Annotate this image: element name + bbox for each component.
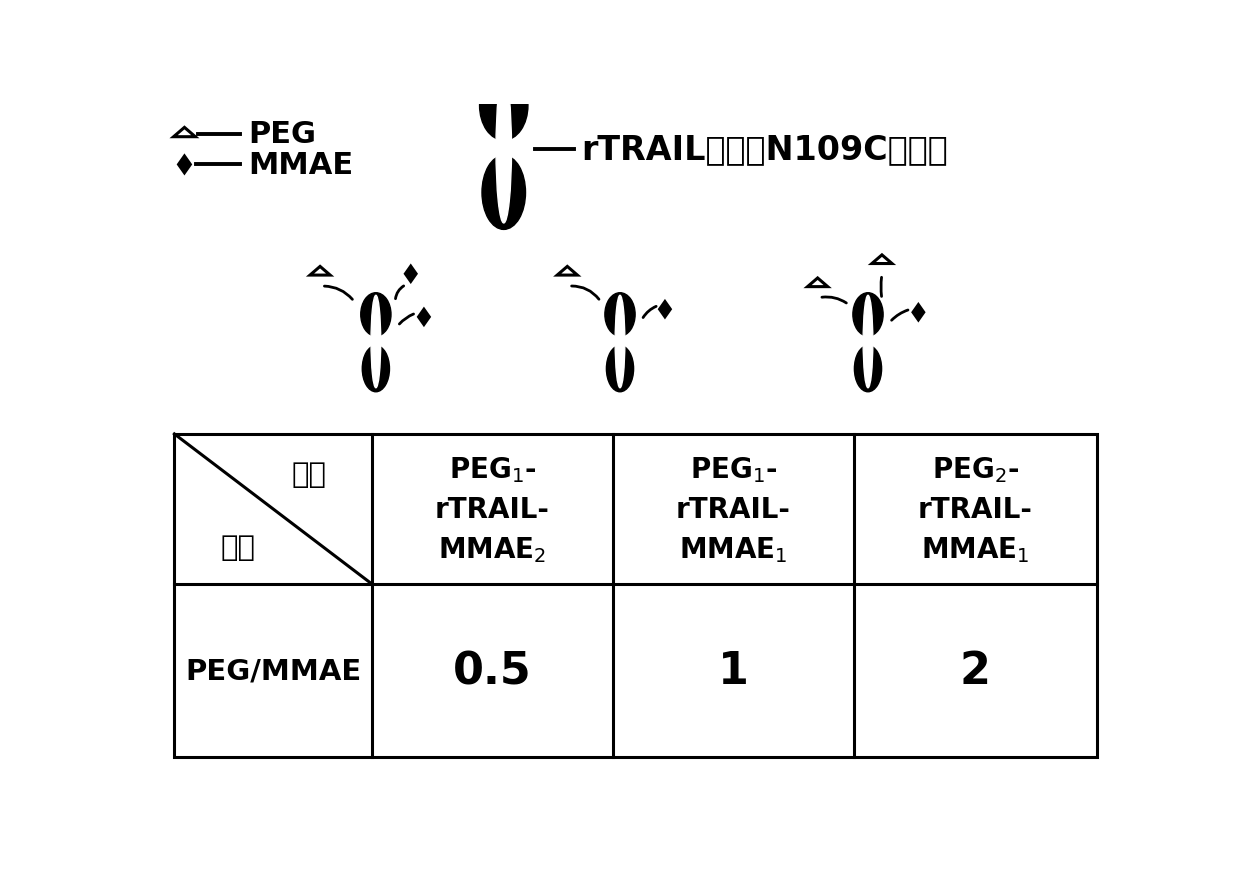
Text: PEG$_1$-
rTRAIL-
MMAE$_2$: PEG$_1$- rTRAIL- MMAE$_2$ xyxy=(435,454,551,565)
Polygon shape xyxy=(807,279,828,288)
Ellipse shape xyxy=(482,156,526,230)
Ellipse shape xyxy=(605,294,635,337)
Text: 2: 2 xyxy=(960,650,991,693)
Polygon shape xyxy=(404,266,417,283)
Polygon shape xyxy=(557,267,578,275)
Polygon shape xyxy=(872,255,892,264)
Text: 1: 1 xyxy=(718,650,749,693)
Text: 0.5: 0.5 xyxy=(453,650,532,693)
Ellipse shape xyxy=(480,72,528,141)
Ellipse shape xyxy=(615,296,625,389)
Ellipse shape xyxy=(496,76,511,224)
Ellipse shape xyxy=(371,296,381,389)
Text: 名称: 名称 xyxy=(291,460,326,488)
Polygon shape xyxy=(174,128,196,138)
Ellipse shape xyxy=(606,346,634,392)
Bar xyxy=(175,434,1096,758)
Text: PEG: PEG xyxy=(248,120,316,149)
Polygon shape xyxy=(658,302,671,318)
Polygon shape xyxy=(418,309,430,326)
Text: PEG$_1$-
rTRAIL-
MMAE$_1$: PEG$_1$- rTRAIL- MMAE$_1$ xyxy=(676,454,791,565)
Ellipse shape xyxy=(863,296,873,389)
Ellipse shape xyxy=(361,294,391,337)
Polygon shape xyxy=(310,267,330,275)
Polygon shape xyxy=(913,304,924,321)
Ellipse shape xyxy=(853,294,883,337)
Polygon shape xyxy=(179,156,191,175)
Text: PEG/MMAE: PEG/MMAE xyxy=(185,657,361,685)
Text: MMAE: MMAE xyxy=(248,151,353,180)
Text: 比値: 比値 xyxy=(221,534,255,562)
Ellipse shape xyxy=(854,346,882,392)
Text: PEG$_2$-
rTRAIL-
MMAE$_1$: PEG$_2$- rTRAIL- MMAE$_1$ xyxy=(918,454,1033,565)
Text: rTRAIL突变体N109C三聚体: rTRAIL突变体N109C三聚体 xyxy=(582,133,949,167)
Ellipse shape xyxy=(362,346,389,392)
